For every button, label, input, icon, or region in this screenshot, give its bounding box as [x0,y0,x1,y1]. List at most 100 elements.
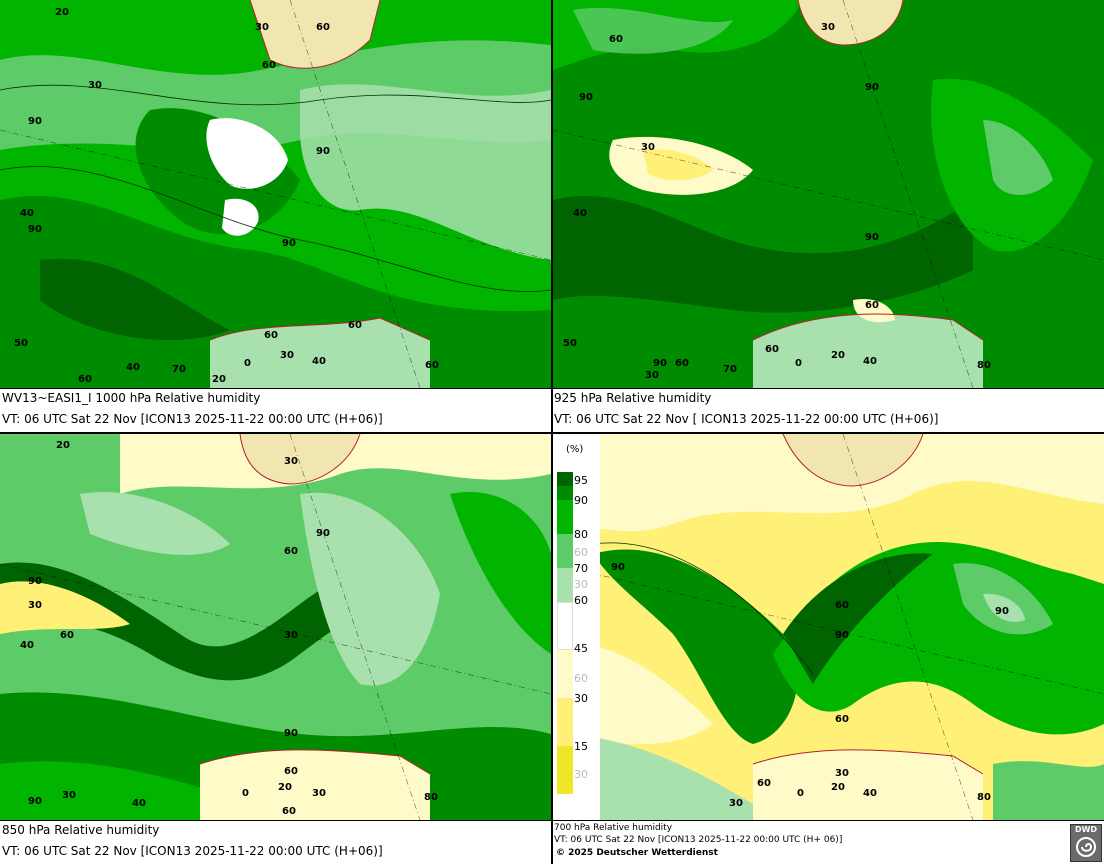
contour-label: 0 [242,788,249,799]
legend-label: 70 [574,562,588,575]
contour-label: 80 [424,792,438,803]
contour-label: 70 [172,364,186,375]
legend-label: 45 [574,642,588,655]
contour-label: 90 [865,82,879,93]
legend-label: 60 [574,594,588,607]
contour-label: 60 [765,344,779,355]
caption-divider [0,820,1104,821]
contour-label: 60 [865,300,879,311]
contour-label: 60 [264,330,278,341]
legend-faint-label: 30 [574,578,588,591]
panel-title: WV13~EASI1_I 1000 hPa Relative humidity [2,390,261,407]
legend-label: 80 [574,528,588,541]
map-850hpa: 20 30 90 60 90 30 60 40 30 90 60 90 30 0… [0,434,551,820]
contour-label: 40 [126,362,140,373]
panel-valid-time: VT: 06 UTC Sat 22 Nov [ ICON13 2025-11-2… [554,411,939,428]
contour-label: 40 [573,208,587,219]
contour-label: 30 [729,798,743,809]
contour-label: 60 [609,34,623,45]
contour-label: 20 [831,350,845,361]
contour-label: 90 [316,146,330,157]
panel-title: 850 hPa Relative humidity [2,822,160,839]
dwd-spiral-icon [1076,837,1096,857]
legend-swatch-80 [557,500,573,534]
contour-label: 90 [28,224,42,235]
panel-700hpa: 90 60 90 90 60 30 0 20 40 30 60 80 700 h… [553,434,1104,864]
contour-label: 90 [865,232,879,243]
contour-label: 0 [795,358,802,369]
legend-swatch-60 [557,568,573,602]
frame-divider-horizontal [0,432,1104,434]
legend-swatch-70 [557,534,573,568]
contour-label: 30 [284,456,298,467]
contour-label: 90 [579,92,593,103]
contour-label: 90 [611,562,625,573]
legend-label: 90 [574,494,588,507]
contour-label: 60 [675,358,689,369]
contour-label: 50 [14,338,28,349]
copyright-notice: © 2025 Deutscher Wetterdienst [556,848,718,859]
contour-label: 30 [255,22,269,33]
contour-label: 80 [977,792,991,803]
contour-label: 90 [28,576,42,587]
contour-label: 30 [821,22,835,33]
legend-swatch-90 [557,486,573,500]
contour-label: 20 [278,782,292,793]
legend-unit: (%) [566,444,584,455]
contour-label: 20 [831,782,845,793]
contour-label: 20 [55,7,69,18]
map-700hpa: 90 60 90 90 60 30 0 20 40 30 60 80 [553,434,1104,820]
contour-label: 30 [312,788,326,799]
contour-label: 50 [563,338,577,349]
panel-valid-time: VT: 06 UTC Sat 22 Nov [ICON13 2025-11-22… [2,843,383,860]
contour-label: 90 [995,606,1009,617]
map-925hpa: 60 30 90 90 30 40 90 60 60 50 90 30 0 20… [553,0,1104,388]
legend-faint-label: 60 [574,672,588,685]
legend-label: 95 [574,474,588,487]
contour-label: 60 [757,778,771,789]
color-legend: (%) 95 90 80 70 60 45 30 15 60 30 60 30 [552,434,600,820]
contour-label: 30 [284,630,298,641]
contour-label: 40 [863,788,877,799]
contour-label: 60 [316,22,330,33]
contour-label: 20 [56,440,70,451]
legend-swatch-95 [557,472,573,486]
contour-label: 30 [62,790,76,801]
contour-label: 60 [835,714,849,725]
contour-label: 60 [348,320,362,331]
contour-label: 80 [977,360,991,371]
contour-label: 40 [863,356,877,367]
contour-label: 70 [723,364,737,375]
legend-swatch-45 [557,602,573,650]
panel-title: 925 hPa Relative humidity [554,390,712,407]
contour-label: 60 [425,360,439,371]
contour-label: 60 [284,546,298,557]
contour-label: 30 [641,142,655,153]
contour-label: 60 [282,806,296,817]
legend-faint-label: 60 [574,546,588,559]
contour-label: 30 [28,600,42,611]
contour-label: 40 [20,640,34,651]
contour-label: 40 [132,798,146,809]
contour-label: 90 [282,238,296,249]
contour-label: 30 [835,768,849,779]
contour-label: 40 [20,208,34,219]
panel-1000hpa: 20 30 60 30 60 90 90 40 90 90 60 60 0 70… [0,0,551,432]
legend-swatch-15 [557,698,573,746]
panel-925hpa: 60 30 90 90 30 40 90 60 60 50 90 30 0 20… [553,0,1104,432]
contour-label: 30 [280,350,294,361]
contour-label: 0 [797,788,804,799]
panel-850hpa: 20 30 90 60 90 30 60 40 30 90 60 90 30 0… [0,434,551,864]
contour-label: 90 [284,728,298,739]
legend-label: 30 [574,692,588,705]
panel-valid-time: VT: 06 UTC Sat 22 Nov [ICON13 2025-11-22… [554,835,843,846]
dwd-logo-text: DWD [1074,825,1098,834]
legend-swatch-0 [557,746,573,794]
contour-label: 90 [28,796,42,807]
contour-label: 20 [212,374,226,385]
legend-swatch-30 [557,650,573,698]
contour-label: 60 [60,630,74,641]
contour-label: 40 [312,356,326,367]
contour-label: 60 [78,374,92,385]
map-1000hpa: 20 30 60 30 60 90 90 40 90 90 60 60 0 70… [0,0,551,388]
